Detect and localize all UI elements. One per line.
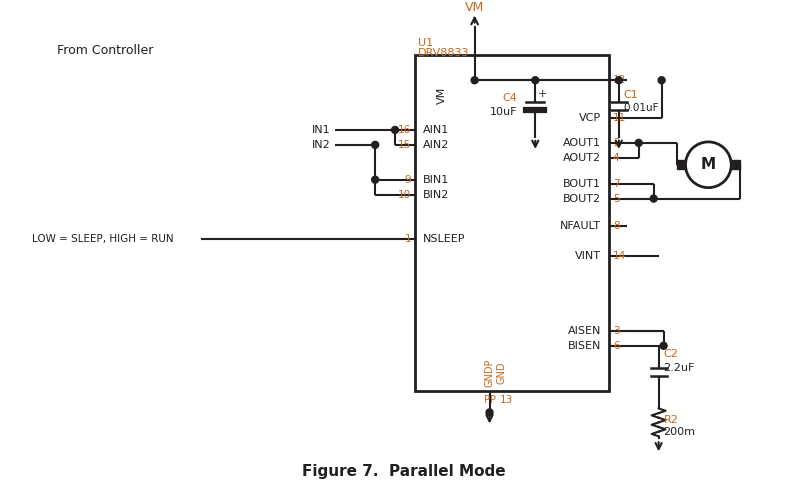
Text: 2.2uF: 2.2uF [663,363,695,373]
Circle shape [532,77,539,84]
Circle shape [372,141,379,148]
Text: Figure 7.  Parallel Mode: Figure 7. Parallel Mode [302,463,506,479]
Text: 11: 11 [613,113,626,123]
Text: NFAULT: NFAULT [560,221,601,231]
Text: AIN1: AIN1 [423,125,449,135]
Circle shape [635,140,642,146]
Text: 8: 8 [613,221,620,231]
Text: +: + [538,89,548,99]
Circle shape [392,127,398,134]
Text: IN1: IN1 [312,125,330,135]
Text: C1: C1 [624,90,638,100]
Text: 10uF: 10uF [490,107,517,117]
Text: 4: 4 [613,153,620,163]
Circle shape [372,176,379,183]
Circle shape [471,77,478,84]
Text: M: M [701,157,716,172]
Bar [415,55,609,390]
Text: 16: 16 [398,125,411,135]
Bar [676,160,685,169]
Text: LOW = SLEEP, HIGH = RUN: LOW = SLEEP, HIGH = RUN [32,234,174,245]
Text: BISEN: BISEN [567,341,601,351]
Circle shape [685,142,731,188]
Text: 7: 7 [613,178,620,189]
Text: AISEN: AISEN [567,326,601,336]
Text: R2: R2 [663,416,679,425]
Text: 15: 15 [398,140,411,150]
Text: 1: 1 [404,234,411,245]
Text: GNDP: GNDP [485,358,494,387]
Text: IN2: IN2 [312,140,330,150]
Text: BOUT2: BOUT2 [563,194,601,204]
Text: BIN2: BIN2 [423,190,449,200]
Text: BOUT1: BOUT1 [563,178,601,189]
Text: 12: 12 [613,75,626,85]
Text: 0.01uF: 0.01uF [624,103,659,113]
Text: NSLEEP: NSLEEP [423,234,465,245]
Text: VINT: VINT [575,251,601,261]
Circle shape [616,77,622,84]
Bar [731,160,740,169]
Text: 10: 10 [398,190,411,200]
Text: BIN1: BIN1 [423,175,449,185]
Text: AIN2: AIN2 [423,140,449,150]
Text: 13: 13 [499,395,513,406]
Text: VM: VM [437,87,447,104]
Text: 14: 14 [613,251,626,261]
Text: 9: 9 [404,175,411,185]
Text: VM: VM [465,1,484,14]
Circle shape [659,77,665,84]
Circle shape [650,195,657,202]
Text: AOUT1: AOUT1 [563,138,601,148]
Text: C2: C2 [663,349,679,359]
Text: PP: PP [483,395,495,406]
Text: GND: GND [496,361,507,384]
Text: 5: 5 [613,194,620,204]
Text: AOUT2: AOUT2 [563,153,601,163]
Text: DRV8833: DRV8833 [418,48,469,58]
Text: VCP: VCP [579,113,601,123]
Text: U1: U1 [418,38,433,48]
Text: 2: 2 [613,138,620,148]
Circle shape [486,409,493,416]
Text: From Controller: From Controller [57,44,154,57]
Text: C4: C4 [503,93,517,103]
Text: 3: 3 [613,326,620,336]
Text: 200m: 200m [663,427,696,437]
Text: 6: 6 [613,341,620,351]
Circle shape [660,342,667,349]
